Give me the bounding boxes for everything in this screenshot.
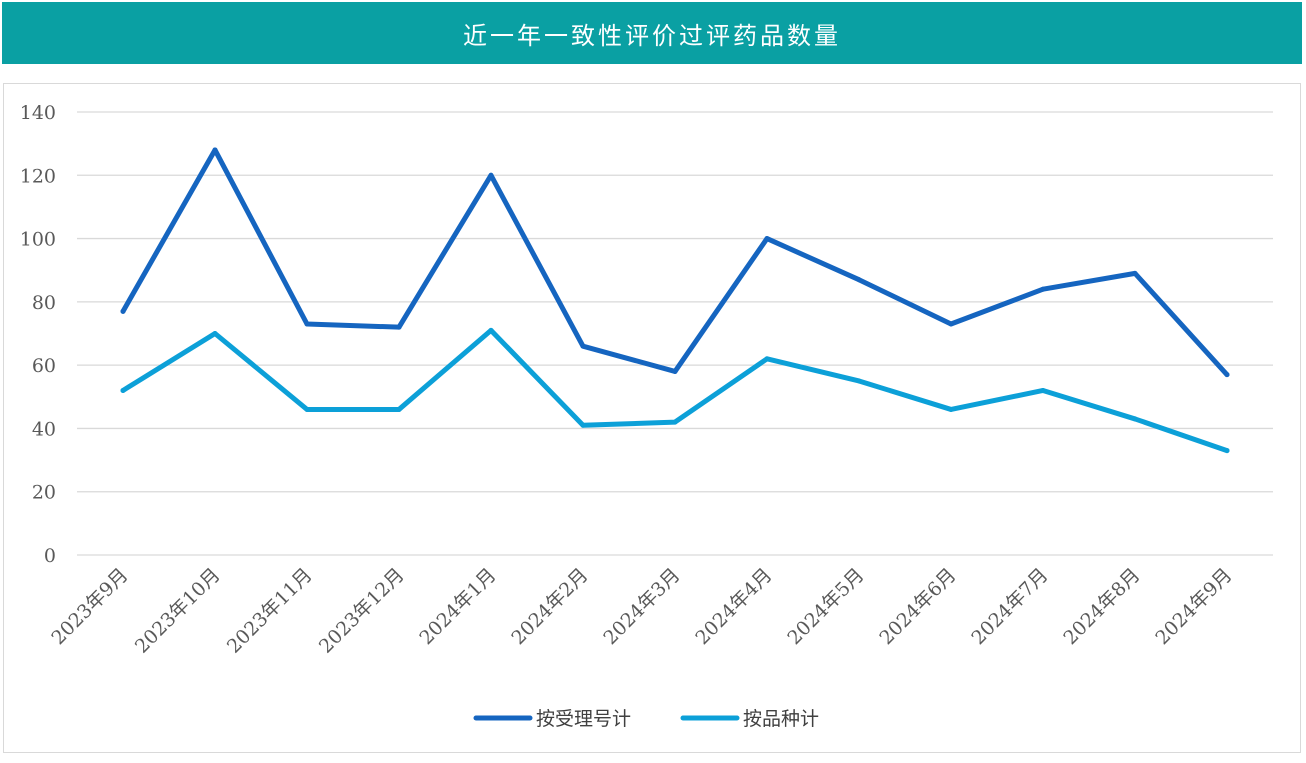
x-tick-label: 2024年5月: [783, 564, 868, 649]
x-tick-label: 2023年12月: [315, 564, 409, 658]
y-tick-label: 80: [32, 292, 56, 314]
x-tick-label: 2024年7月: [967, 564, 1052, 649]
x-tick-label: 2024年9月: [1151, 564, 1236, 649]
data-point: [304, 321, 310, 327]
data-point: [764, 356, 770, 362]
data-point: [1040, 286, 1046, 292]
legend-label: 按品种计: [743, 708, 819, 730]
x-tick-label: 2024年3月: [599, 564, 684, 649]
data-point: [580, 422, 586, 428]
data-point: [580, 343, 586, 349]
data-point: [672, 419, 678, 425]
data-point: [764, 236, 770, 242]
data-point: [1132, 416, 1138, 422]
data-point: [488, 172, 494, 178]
data-point: [396, 406, 402, 412]
legend: 按受理号计 按品种计: [473, 708, 819, 730]
data-point: [120, 308, 126, 314]
x-tick-label: 2024年4月: [691, 564, 776, 649]
chart-title: 近一年一致性评价过评药品数量: [463, 21, 841, 50]
y-tick-label: 60: [32, 355, 56, 377]
y-tick-label: 40: [32, 418, 56, 440]
legend-label: 按受理号计: [536, 708, 631, 730]
data-point: [304, 406, 310, 412]
chart-title-bar: 近一年一致性评价过评药品数量: [2, 2, 1302, 64]
data-point: [1224, 448, 1230, 454]
x-tick-label: 2024年2月: [507, 564, 592, 649]
chart-panel: [3, 83, 1301, 753]
data-point: [672, 368, 678, 374]
y-axis: 0 20 40 60 80 100 120 140: [20, 102, 56, 567]
data-point: [948, 321, 954, 327]
series-line-1: [120, 147, 1230, 378]
x-tick-label: 2024年6月: [875, 564, 960, 649]
x-tick-label: 2023年11月: [223, 564, 317, 658]
data-point: [1040, 387, 1046, 393]
y-tick-label: 100: [20, 229, 56, 251]
data-point: [212, 147, 218, 153]
y-tick-label: 120: [20, 165, 56, 187]
series-lines: [120, 147, 1230, 454]
data-point: [120, 387, 126, 393]
x-tick-label: 2023年9月: [47, 564, 132, 649]
data-point: [948, 406, 954, 412]
y-tick-label: 20: [32, 482, 56, 504]
data-point: [856, 378, 862, 384]
data-point: [396, 324, 402, 330]
series-line-2: [120, 327, 1230, 454]
x-tick-label: 2024年1月: [415, 564, 500, 649]
data-point: [1224, 372, 1230, 378]
gridlines: [77, 111, 1273, 556]
data-point: [488, 327, 494, 333]
y-tick-label: 140: [20, 102, 56, 124]
data-point: [212, 331, 218, 336]
x-tick-label: 2024年8月: [1059, 564, 1144, 649]
data-point: [1132, 270, 1138, 276]
y-tick-label: 0: [44, 545, 56, 567]
x-tick-label: 2023年10月: [131, 564, 225, 658]
data-point: [856, 277, 862, 283]
